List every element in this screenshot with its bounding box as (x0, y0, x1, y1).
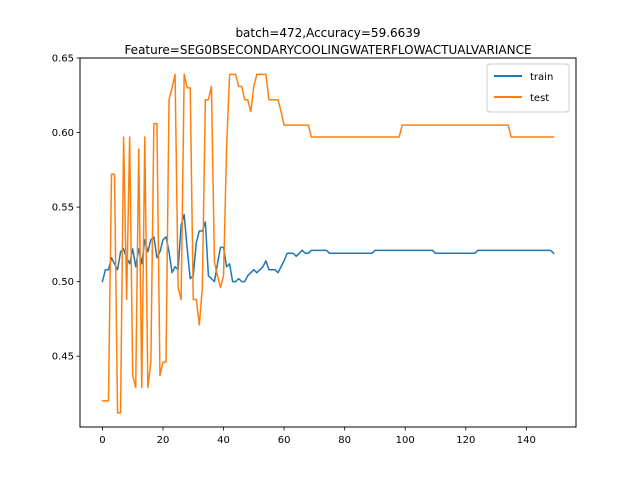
series-line-test (101, 73, 555, 414)
series-layer (101, 73, 555, 414)
x-axis: 0 20 40 60 80 100 120 140 (99, 427, 536, 446)
y-tick-label: 0.55 (52, 203, 74, 214)
chart-title-line-2: Feature=SEG0BSECONDARYCOOLINGWATERFLOWAC… (124, 43, 531, 57)
x-tick-label: 0 (99, 435, 105, 446)
y-tick-label: 0.50 (52, 277, 74, 288)
chart-title-line-1: batch=472,Accuracy=59.6639 (235, 26, 420, 40)
y-tick-label: 0.60 (52, 128, 74, 139)
x-tick-label: 120 (456, 435, 475, 446)
x-tick-label: 140 (517, 435, 536, 446)
legend-label-train: train (530, 72, 553, 83)
x-tick-label: 60 (278, 435, 291, 446)
legend-box (486, 63, 570, 113)
x-tick-label: 40 (217, 435, 230, 446)
y-tick-label: 0.65 (52, 54, 74, 65)
legend-label-test: test (530, 93, 549, 104)
x-tick-label: 100 (396, 435, 415, 446)
x-tick-label: 80 (338, 435, 351, 446)
legend: train test (486, 63, 570, 113)
y-axis: 0.45 0.50 0.55 0.60 0.65 (52, 54, 80, 363)
plot-frame (79, 57, 577, 428)
y-tick-label: 0.45 (52, 352, 74, 363)
x-tick-label: 20 (157, 435, 170, 446)
